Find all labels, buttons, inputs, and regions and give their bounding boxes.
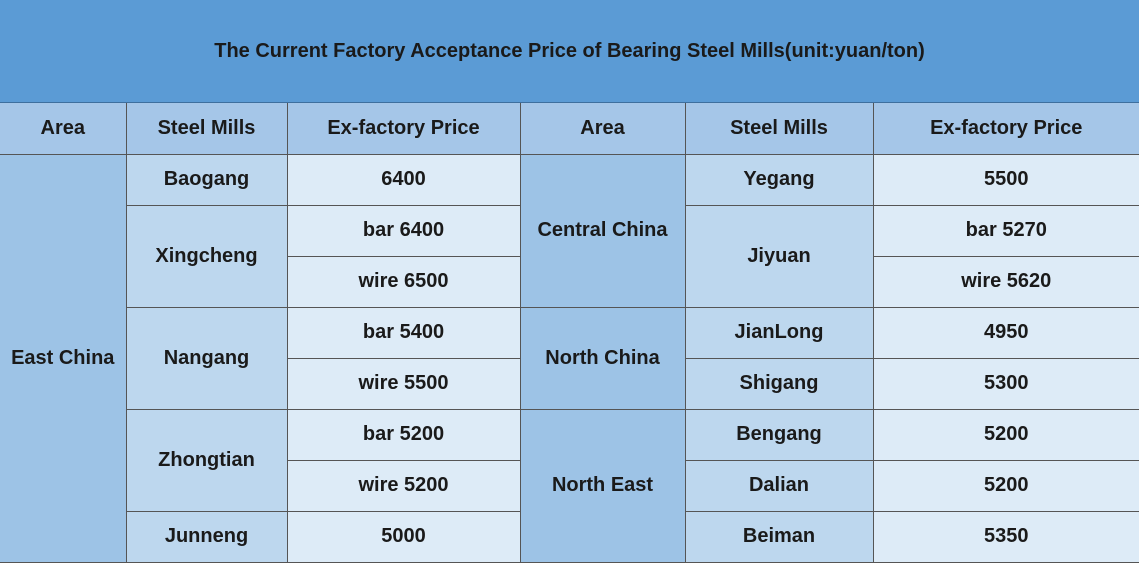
price-bengang: 5200: [872, 408, 1139, 461]
mill-zhongtian: Zhongtian: [126, 408, 288, 512]
price-jiyuan-wire: wire 5620: [872, 255, 1139, 308]
price-baogang: 6400: [286, 153, 521, 206]
price-jiyuan-bar: bar 5270: [872, 204, 1139, 257]
price-jianlong: 4950: [872, 306, 1139, 359]
area-north-china: North China: [519, 306, 686, 410]
header-row: Area Steel Mills Ex-factory Price Area S…: [0, 103, 1139, 155]
mill-jiyuan: Jiyuan: [684, 204, 874, 308]
header-price-left: Ex-factory Price: [286, 103, 521, 155]
header-area-right: Area: [519, 103, 686, 155]
mill-nangang: Nangang: [126, 306, 288, 410]
price-dalian: 5200: [872, 459, 1139, 512]
mill-baogang: Baogang: [125, 153, 288, 206]
area-east-china: East China: [0, 153, 127, 563]
table-row: wire 6500 wire 5620: [0, 255, 1139, 308]
area-north-east: North East: [519, 408, 686, 563]
mill-xingcheng: Xingcheng: [126, 204, 288, 308]
area-central-china: Central China: [519, 153, 686, 308]
header-price-right: Ex-factory Price: [872, 103, 1139, 155]
mill-beiman: Beiman: [684, 510, 874, 563]
table-row: Junneng 5000 Beiman 5350: [0, 510, 1139, 563]
header-mills-left: Steel Mills: [125, 103, 288, 155]
mill-junneng: Junneng: [126, 510, 288, 563]
header-area-left: Area: [0, 103, 127, 155]
table-row: wire 5500 Shigang 5300: [0, 357, 1139, 410]
price-yegang: 5500: [872, 153, 1139, 206]
price-shigang: 5300: [872, 357, 1139, 410]
header-mills-right: Steel Mills: [684, 103, 874, 155]
price-xingcheng-bar: bar 6400: [286, 204, 521, 257]
table-row: East China Baogang 6400 Central China Ye…: [0, 153, 1139, 563]
mill-dalian: Dalian: [684, 459, 874, 512]
price-table: Area Steel Mills Ex-factory Price Area S…: [0, 103, 1139, 563]
price-junneng: 5000: [286, 510, 521, 563]
table-row: Nangang bar 5400 North China JianLong 49…: [0, 306, 1139, 410]
price-zhongtian-bar: bar 5200: [286, 408, 521, 461]
table-row: wire 5200 Dalian 5200: [0, 459, 1139, 512]
mill-jianlong: JianLong: [684, 306, 874, 359]
price-nangang-bar: bar 5400: [286, 306, 521, 359]
mill-shigang: Shigang: [684, 357, 874, 410]
price-xingcheng-wire: wire 6500: [287, 255, 521, 308]
price-zhongtian-wire: wire 5200: [287, 459, 521, 512]
table-row: Zhongtian bar 5200 North East Bengang 52…: [0, 408, 1139, 563]
price-beiman: 5350: [872, 510, 1139, 563]
table-title: The Current Factory Acceptance Price of …: [0, 0, 1139, 103]
mill-yegang: Yegang: [684, 153, 874, 206]
mill-bengang: Bengang: [684, 408, 874, 461]
price-nangang-wire: wire 5500: [287, 357, 521, 410]
